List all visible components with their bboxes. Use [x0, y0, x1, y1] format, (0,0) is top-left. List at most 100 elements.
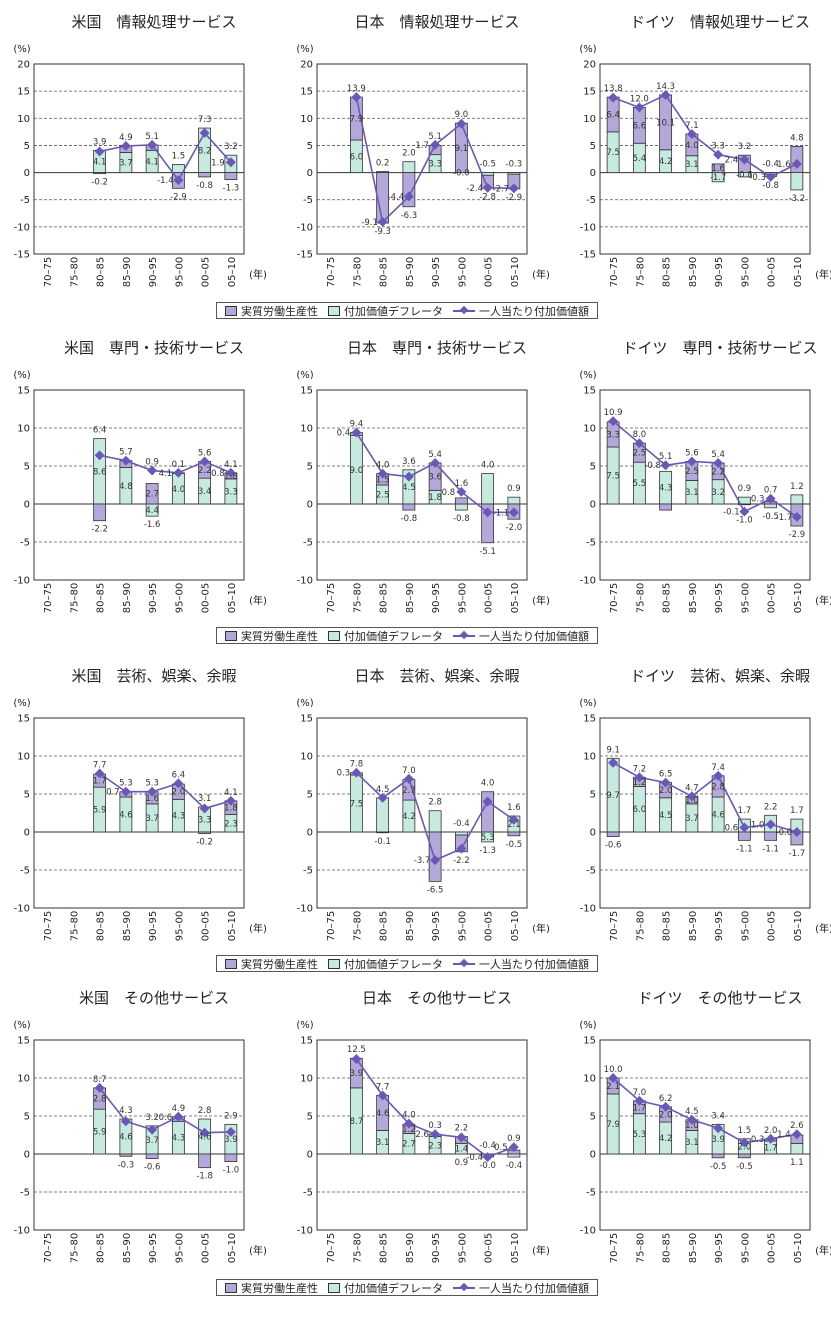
- data-label: 0.2: [376, 158, 390, 168]
- x-tick-label: 75–80: [635, 911, 646, 941]
- data-label: -0.5: [710, 1162, 727, 1172]
- chart-title: ドイツ 専門・技術サービス: [622, 339, 817, 357]
- x-tick-label: 00–05: [767, 257, 778, 287]
- value-added-per-person-point: [713, 1123, 724, 1134]
- chart-panel: 日本 専門・技術サービス (%) -10 -5 0 5 10 15 70–75 75–80 80–8…: [296, 339, 550, 613]
- data-label: 7.3: [198, 115, 212, 125]
- x-unit-label: (年): [249, 268, 267, 281]
- data-label: 1.5: [738, 1126, 752, 1136]
- labor-productivity-bar: [402, 503, 416, 511]
- data-label: 4.0: [402, 1111, 416, 1121]
- y-unit-label: (%): [13, 698, 30, 709]
- data-label: 1.8: [224, 804, 238, 814]
- data-label: 4.0: [685, 141, 699, 151]
- value-added-per-person-point: [351, 767, 362, 778]
- data-label: 1.2: [790, 482, 804, 492]
- value-added-per-person-point: [94, 768, 105, 779]
- x-unit-label: (年): [532, 268, 550, 281]
- x-tick-label: 90–95: [148, 911, 159, 941]
- x-tick-label: 75–80: [635, 257, 646, 287]
- data-label: 4.5: [659, 811, 673, 821]
- value-added-per-person-point: [482, 796, 493, 807]
- data-label: 2.3: [224, 819, 238, 829]
- data-label: 7.2: [633, 764, 647, 774]
- y-tick-label: 0: [307, 168, 313, 179]
- x-tick-label: 00–05: [201, 1233, 212, 1263]
- x-tick-label: 00–05: [484, 583, 495, 613]
- data-label: 5.6: [685, 448, 699, 458]
- x-tick-label: 70–75: [326, 911, 337, 941]
- value-added-per-person-point: [686, 456, 697, 467]
- data-label: 1.8: [428, 493, 442, 503]
- x-tick-label: 85–90: [688, 257, 699, 287]
- y-unit-label: (%): [579, 370, 596, 381]
- chart-panel: 米国 情報処理サービス (%) -15 -10 -5 0 5 10 15 20 70–75 75–80…: [13, 13, 267, 287]
- legend-label: 付加価値デフレータ: [344, 629, 443, 643]
- data-label: 0.1: [172, 460, 186, 470]
- data-label: 1.6: [507, 803, 521, 813]
- value-added-per-person-point: [147, 1124, 158, 1135]
- data-label: -0.8: [736, 171, 753, 181]
- y-tick-label: 15: [583, 386, 596, 397]
- x-tick-label: 95–00: [457, 911, 468, 941]
- line-swatch: [453, 1283, 475, 1293]
- plot-frame: [316, 389, 528, 581]
- data-label: 4.6: [198, 1133, 212, 1143]
- x-tick-label: 05–10: [227, 583, 238, 613]
- data-label: 5.3: [119, 779, 133, 789]
- data-label: 2.6: [415, 1130, 429, 1140]
- line-swatch: [453, 631, 475, 641]
- data-label: 3.9: [350, 1069, 364, 1079]
- data-label: -0.8: [762, 181, 779, 191]
- plot-frame: [33, 389, 245, 581]
- x-tick-label: 70–75: [326, 257, 337, 287]
- value-added-per-person-point: [199, 456, 210, 467]
- data-label: -0.4: [762, 160, 779, 170]
- plot-frame: [316, 1039, 528, 1231]
- value-added-per-person-point: [225, 795, 236, 806]
- x-tick-label: 00–05: [201, 911, 212, 941]
- value-added-per-person-point: [456, 486, 467, 497]
- legend-item-line: 一人当たり付加価値額: [453, 1280, 589, 1296]
- y-tick-label: -5: [20, 866, 30, 877]
- y-tick-label: 5: [307, 141, 313, 152]
- value-added-per-person-point: [765, 1133, 776, 1144]
- data-label: 2.2: [455, 1124, 469, 1134]
- labor-productivity-bar: [93, 172, 107, 175]
- x-tick-label: 95–00: [740, 257, 751, 287]
- data-label: 4.3: [172, 1134, 186, 1144]
- data-label: 3.3: [606, 430, 620, 440]
- data-label: -0.0: [453, 169, 470, 179]
- y-tick-label: 10: [17, 424, 30, 435]
- x-tick-label: 95–00: [457, 583, 468, 613]
- value-added-per-person-point: [508, 507, 519, 518]
- x-tick-label: 85–90: [405, 257, 416, 287]
- x-tick-label: 00–05: [484, 911, 495, 941]
- y-tick-label: 15: [17, 386, 30, 397]
- data-label: 0.3: [428, 1121, 442, 1131]
- labor-productivity-bar: [198, 172, 212, 178]
- x-tick-label: 05–10: [793, 583, 804, 613]
- data-label: 0.6: [159, 1113, 173, 1123]
- plot-frame: [316, 63, 528, 255]
- x-tick-label: 90–95: [148, 257, 159, 287]
- legend-label: 一人当たり付加価値額: [479, 304, 589, 318]
- value-added-per-person-point: [791, 827, 802, 837]
- x-unit-label: (年): [249, 1244, 267, 1257]
- data-label: 2.4: [725, 156, 739, 166]
- value-added-per-person-point: [686, 791, 697, 802]
- x-tick-label: 05–10: [793, 257, 804, 287]
- y-tick-label: 10: [17, 752, 30, 763]
- data-label: -2.9: [506, 193, 523, 203]
- line-swatch: [453, 959, 475, 969]
- labor-productivity-bar: [454, 497, 468, 505]
- x-tick-label: 90–95: [714, 257, 725, 287]
- labor-swatch: [225, 958, 237, 969]
- legend: 実質労働生産性 付加価値デフレータ 一人当たり付加価値額: [216, 955, 598, 972]
- data-label: 2.8: [198, 1106, 212, 1116]
- data-label: 3.1: [376, 1138, 390, 1148]
- data-label: 4.6: [119, 1133, 133, 1143]
- x-tick-label: 70–75: [43, 1233, 54, 1263]
- y-tick-label: -10: [297, 1226, 313, 1237]
- y-tick-label: 0: [24, 1150, 30, 1161]
